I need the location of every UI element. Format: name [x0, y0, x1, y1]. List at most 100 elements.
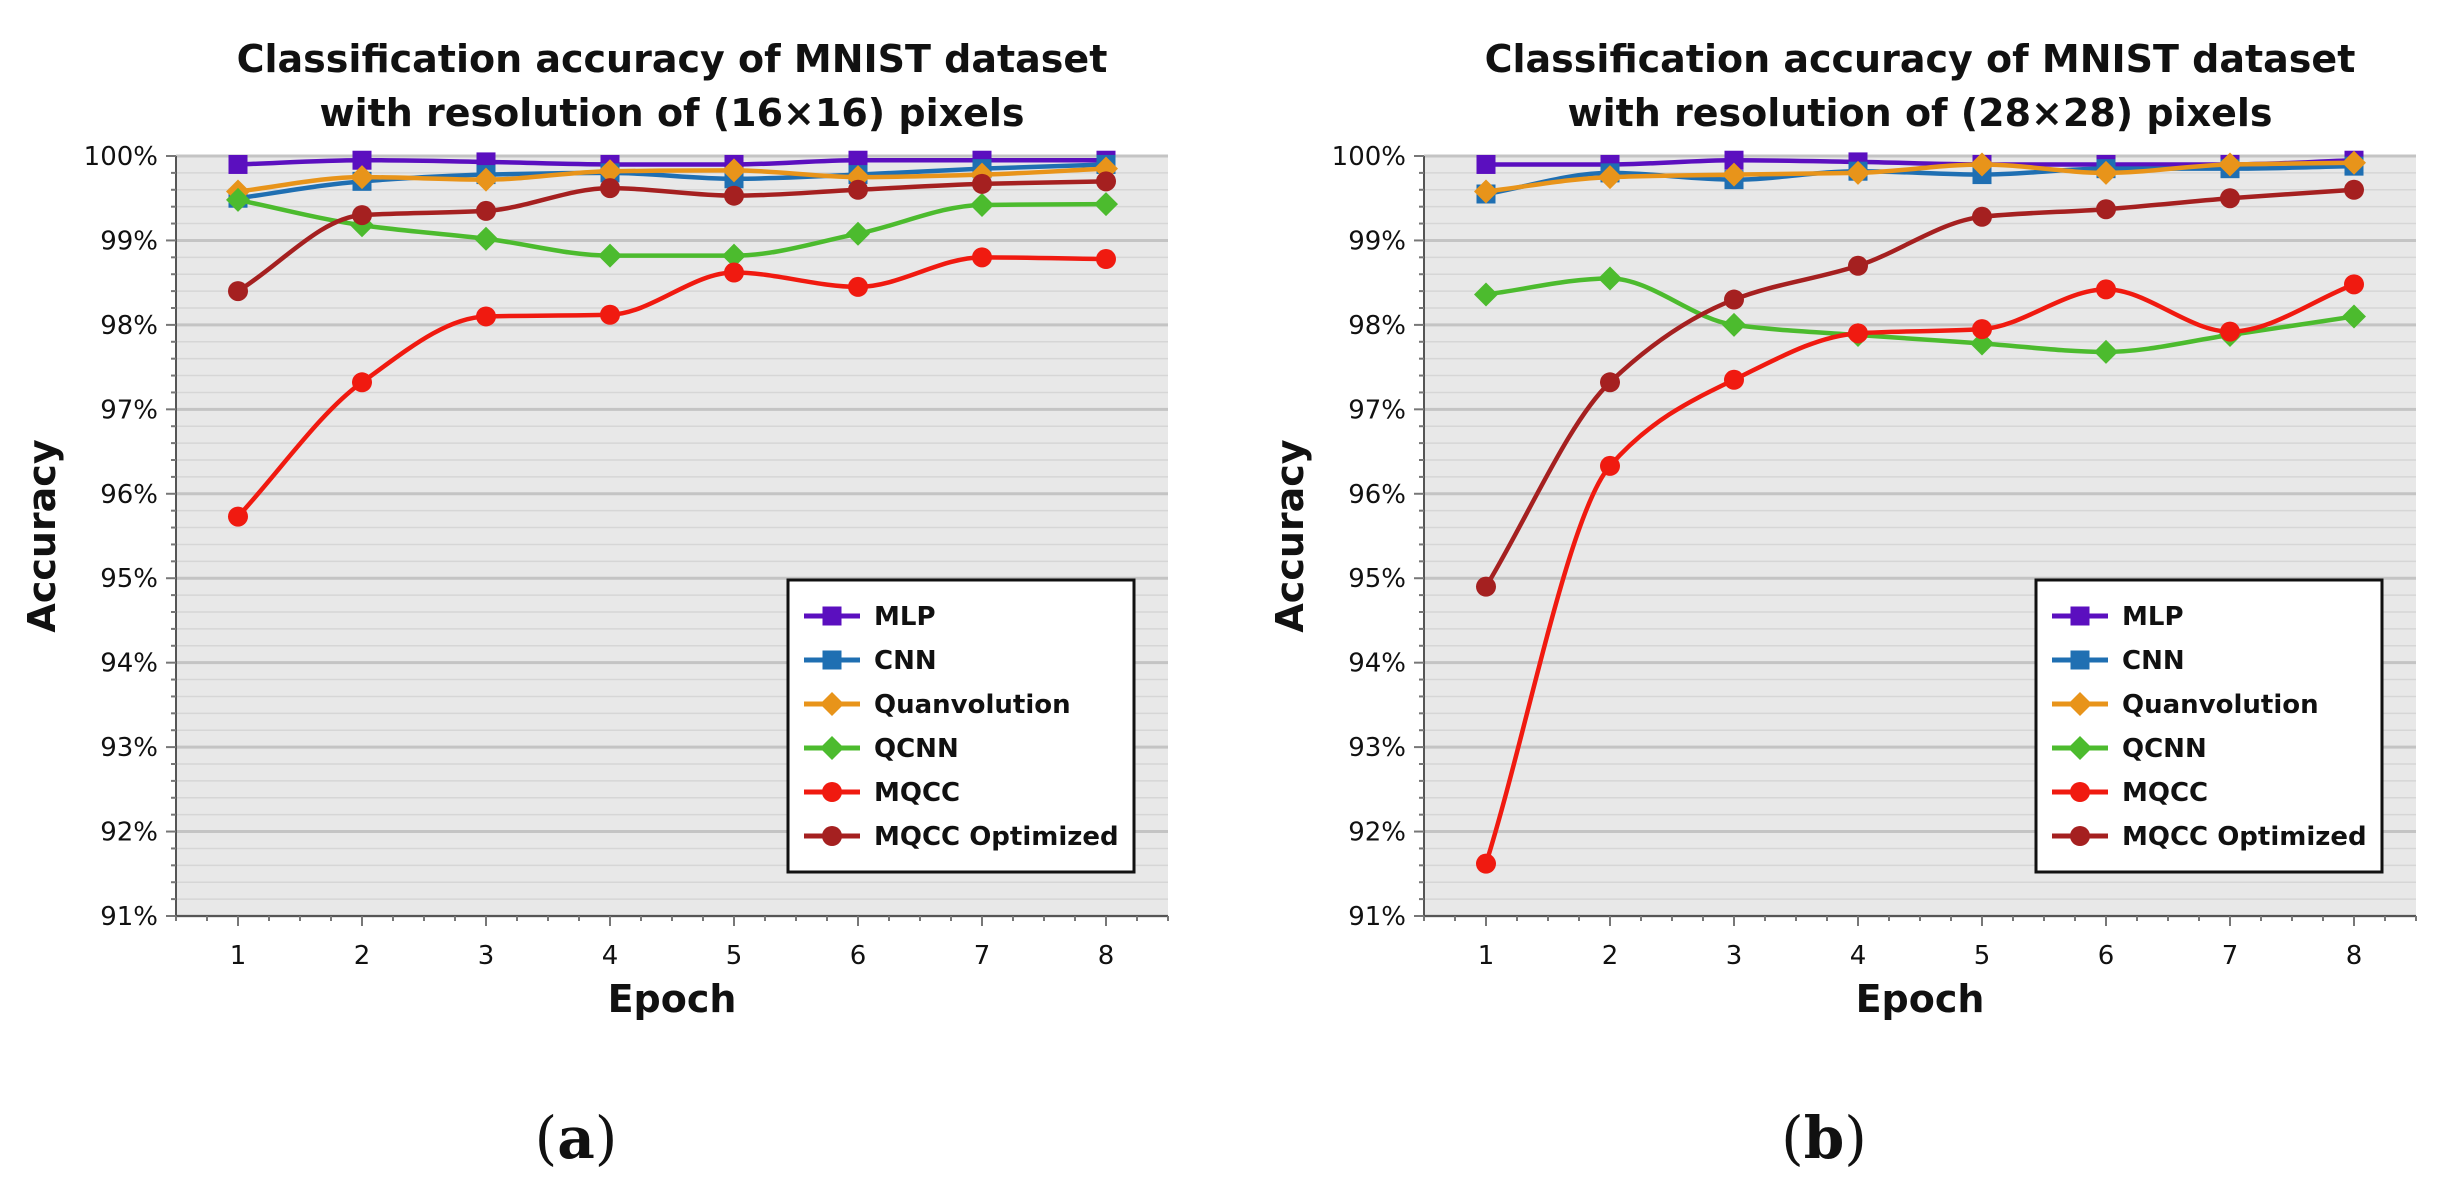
y-axis-label: Accuracy	[1268, 439, 1312, 632]
legend-box	[786, 578, 1136, 874]
data-point-mqcc	[228, 506, 248, 527]
legend-label: MQCC Optimized	[874, 822, 1119, 852]
panel-label: (a)	[535, 1104, 618, 1172]
panel-label-close: )	[1844, 1104, 1867, 1172]
series-line-quanvolution	[237, 166, 1107, 194]
data-point-mqcc-optimized	[1600, 372, 1620, 393]
data-point-mqcc-optimized	[2220, 188, 2240, 209]
data-point-mqcc	[1096, 249, 1116, 270]
series-mqcc	[1476, 274, 2364, 874]
legend-label: MQCC	[2122, 778, 2208, 808]
y-tick-label: 100%	[1332, 142, 1406, 172]
series-line-qcnn	[237, 197, 1107, 258]
series-line-mlp	[237, 157, 1106, 167]
legend-label: CNN	[874, 646, 937, 676]
legend-swatch-marker	[820, 736, 844, 760]
legend-swatch-marker	[2070, 650, 2090, 670]
data-point-mqcc	[1600, 455, 1620, 476]
legend-swatch-marker	[820, 692, 844, 716]
y-tick-label: 98%	[100, 311, 158, 341]
legend-swatch-marker	[2070, 606, 2090, 626]
y-tick-label: 92%	[1348, 818, 1406, 848]
data-point-mqcc-optimized	[2344, 179, 2364, 200]
legend-entry-mlp: MLP	[804, 602, 936, 632]
legend-box	[2034, 578, 2384, 874]
series-line-mqcc	[1483, 282, 2355, 865]
legend-entry-quanvolution: Quanvolution	[804, 690, 1071, 720]
y-tick-label: 92%	[100, 818, 158, 848]
legend-swatch-marker	[2070, 826, 2090, 846]
data-point-quanvolution	[722, 158, 746, 183]
chart-title-line: with resolution of (28×28) pixels	[1567, 91, 2272, 135]
y-tick-label: 95%	[1348, 564, 1406, 594]
data-point-mqcc	[1724, 369, 1744, 390]
data-point-qcnn	[2094, 339, 2118, 364]
legend-label: MQCC	[874, 778, 960, 808]
x-tick-label: 3	[1726, 941, 1743, 971]
data-point-quanvolution	[474, 167, 498, 192]
legend-entry-mqcc-optimized: MQCC Optimized	[804, 822, 1119, 852]
x-tick-label: 3	[478, 941, 495, 971]
data-point-mqcc-optimized	[1724, 289, 1744, 310]
x-tick-label: 8	[1098, 941, 1115, 971]
legend-entry-qcnn: QCNN	[804, 734, 959, 764]
legend-label: QCNN	[874, 734, 959, 764]
y-tick-label: 96%	[100, 480, 158, 510]
y-tick-label: 94%	[100, 649, 158, 679]
data-point-mqcc-optimized	[848, 179, 868, 200]
y-tick-label: 100%	[84, 142, 158, 172]
legend-swatch-marker	[822, 782, 842, 802]
data-point-qcnn	[474, 226, 498, 251]
data-point-qcnn	[1970, 331, 1994, 356]
x-tick-label: 8	[2346, 941, 2363, 971]
data-point-quanvolution	[2094, 160, 2118, 185]
panel-a: 91% 92% 93% 94% 95% 96% 97% 98% 99% 100% 1 2 3 4 5 6 7 8 C…	[20, 37, 1169, 1172]
data-point-qcnn	[1598, 266, 1622, 291]
legend-swatch-marker	[2070, 782, 2090, 802]
x-tick-label: 2	[354, 941, 371, 971]
y-tick-label: 98%	[1348, 311, 1406, 341]
data-point-mqcc-optimized	[1848, 255, 1868, 276]
x-tick-label: 1	[230, 941, 247, 971]
x-tick-label: 2	[1602, 941, 1619, 971]
data-point-qcnn	[1474, 282, 1498, 307]
chart-title-line: with resolution of (16×16) pixels	[319, 91, 1024, 135]
data-point-mqcc	[476, 306, 496, 327]
legend-label: MQCC Optimized	[2122, 822, 2367, 852]
x-axis-label: Epoch	[608, 977, 737, 1021]
x-tick-label: 4	[602, 941, 619, 971]
x-tick-label: 1	[1478, 941, 1495, 971]
data-point-mqcc-optimized	[2096, 199, 2116, 220]
legend-label: QCNN	[2122, 734, 2207, 764]
data-point-qcnn	[598, 243, 622, 268]
legend-entry-cnn: CNN	[2052, 646, 2185, 676]
data-point-mlp	[228, 154, 248, 174]
chart-title-line: Classification accuracy of MNIST dataset	[237, 37, 1108, 81]
panel-b: 91% 92% 93% 94% 95% 96% 97% 98% 99% 100% 1 2 3 4 5 6 7 8 C…	[1268, 37, 2417, 1172]
y-tick-label: 91%	[100, 902, 158, 932]
y-tick-label: 93%	[100, 733, 158, 763]
data-point-mqcc	[972, 247, 992, 268]
y-tick-label: 99%	[100, 226, 158, 256]
y-tick-label: 97%	[100, 395, 158, 425]
data-point-mqcc	[1848, 323, 1868, 344]
legend-entry-mqcc-optimized: MQCC Optimized	[2052, 822, 2367, 852]
series-quanvolution	[1474, 150, 2366, 204]
series-mqcc	[228, 247, 1116, 527]
series-line-cnn	[1485, 163, 2355, 197]
legend-entry-mlp: MLP	[2052, 602, 2184, 632]
legend-swatch-marker	[822, 650, 842, 670]
legend-swatch-marker	[2068, 736, 2092, 760]
legend: MLP CNN Quanvolution QCNN MQCC MQCC Optimized	[786, 578, 1136, 874]
data-point-quanvolution	[2342, 150, 2366, 175]
data-point-qcnn	[2342, 304, 2366, 329]
x-tick-label: 4	[1850, 941, 1867, 971]
legend-label: MLP	[874, 602, 936, 632]
series-line-quanvolution	[1485, 160, 2355, 194]
data-point-mlp	[1476, 154, 1496, 174]
series-line-qcnn	[1485, 276, 2355, 355]
data-point-quanvolution	[1598, 165, 1622, 190]
series-line-cnn	[237, 162, 1107, 201]
y-tick-label: 93%	[1348, 733, 1406, 763]
